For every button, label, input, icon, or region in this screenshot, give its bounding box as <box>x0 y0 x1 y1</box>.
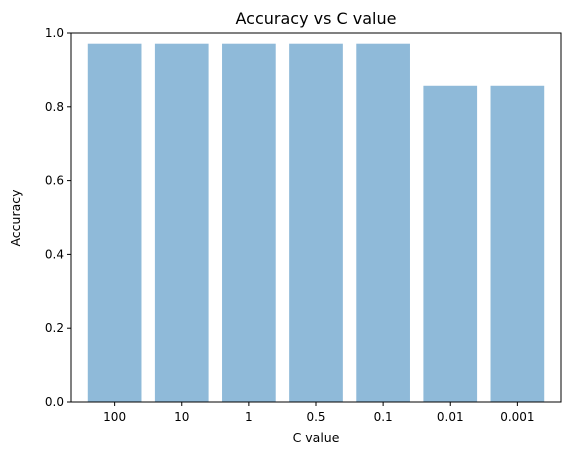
x-tick-label: 0.001 <box>500 410 534 424</box>
x-tick-label: 100 <box>103 410 126 424</box>
y-axis-label: Accuracy <box>8 189 23 247</box>
y-tick-label: 0.6 <box>45 174 64 188</box>
x-tick-label: 10 <box>174 410 189 424</box>
x-tick-label: 0.1 <box>374 410 393 424</box>
chart-title: Accuracy vs C value <box>236 9 397 28</box>
y-tick-label: 0.0 <box>45 395 64 409</box>
x-axis-ticks: 100 10 1 0.5 0.1 0.01 0.001 <box>103 402 535 424</box>
bar-0.001 <box>490 85 545 402</box>
bars-group <box>87 43 545 403</box>
bar-0.1 <box>356 43 410 403</box>
y-tick-label: 0.4 <box>45 247 64 261</box>
y-axis-ticks: 0.0 0.2 0.4 0.6 0.8 1.0 <box>45 26 71 409</box>
x-axis-label: C value <box>293 430 340 445</box>
bar-1 <box>222 43 276 403</box>
x-tick-label: 1 <box>245 410 253 424</box>
plot-frame <box>70 32 562 403</box>
y-tick-label: 0.8 <box>45 100 64 114</box>
x-tick-label: 0.01 <box>437 410 464 424</box>
bar-100 <box>87 43 142 403</box>
y-tick-label: 0.2 <box>45 321 64 335</box>
bar-0.5 <box>289 43 343 403</box>
bar-10 <box>154 43 209 403</box>
x-tick-label: 0.5 <box>306 410 325 424</box>
bar-0.01 <box>423 85 478 402</box>
y-tick-label: 1.0 <box>45 26 64 40</box>
